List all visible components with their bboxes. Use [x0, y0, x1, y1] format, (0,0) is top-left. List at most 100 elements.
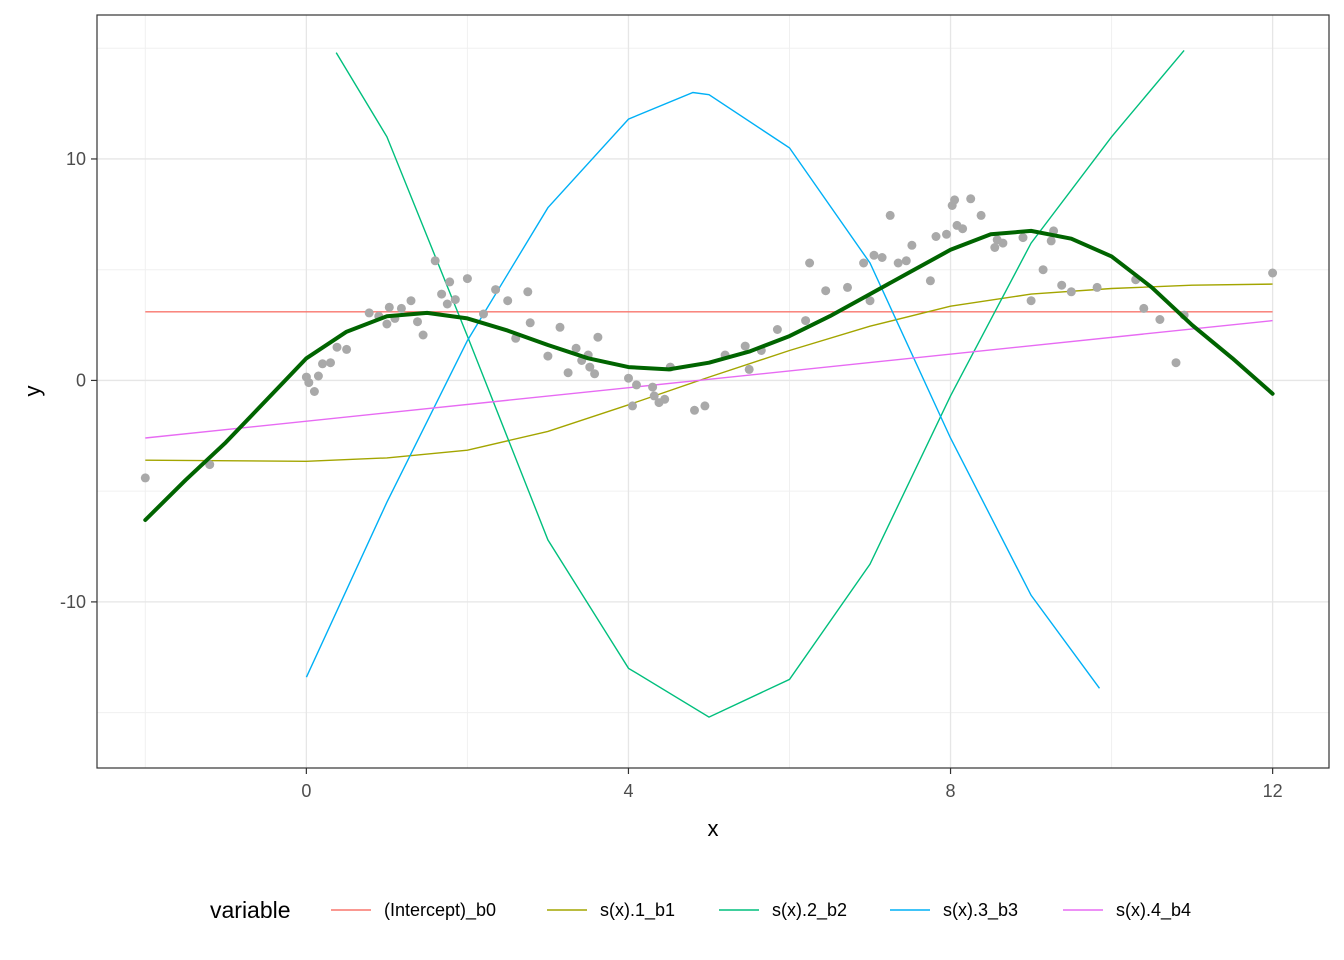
data-point — [931, 232, 941, 241]
data-point — [885, 210, 895, 220]
legend-label: (Intercept)_b0 — [384, 900, 496, 921]
data-point — [326, 358, 335, 368]
data-point — [942, 229, 951, 239]
data-point — [907, 240, 917, 250]
data-point — [430, 256, 440, 266]
data-point — [523, 287, 533, 297]
data-point — [1139, 303, 1149, 313]
data-point — [342, 344, 352, 354]
data-point — [628, 401, 637, 411]
data-point — [700, 401, 710, 411]
x-tick-label: 12 — [1263, 781, 1283, 801]
x-tick-label: 4 — [623, 781, 633, 801]
data-point — [442, 299, 452, 309]
legend-label: s(x).2_b2 — [772, 900, 847, 921]
data-point — [332, 342, 342, 352]
data-point — [998, 238, 1008, 248]
data-point — [418, 330, 428, 340]
data-point — [384, 302, 394, 312]
data-point — [593, 332, 603, 342]
data-point — [585, 362, 595, 372]
data-point — [1066, 287, 1076, 297]
data-point — [563, 368, 573, 378]
data-point — [869, 250, 879, 260]
x-tick-label: 0 — [301, 781, 311, 801]
data-point — [821, 286, 831, 296]
data-point — [503, 296, 513, 306]
data-point — [865, 296, 875, 306]
y-tick-label: 0 — [76, 370, 86, 390]
data-point — [571, 343, 581, 353]
grid-major — [97, 15, 1329, 768]
data-point — [1268, 268, 1278, 278]
data-point — [925, 276, 935, 286]
data-point — [649, 391, 659, 401]
points-layer — [140, 194, 1278, 483]
data-point — [140, 473, 150, 483]
data-point — [744, 364, 754, 374]
fit-line — [143, 228, 1275, 522]
data-point — [648, 382, 658, 392]
data-point — [396, 303, 406, 313]
grid-minor — [97, 15, 1329, 768]
data-point — [525, 318, 535, 328]
data-point — [555, 322, 565, 332]
data-point — [805, 258, 815, 268]
data-point — [632, 380, 641, 390]
x-tick-label: 8 — [946, 781, 956, 801]
data-point — [413, 317, 422, 327]
fit-layer — [143, 228, 1275, 522]
data-point — [491, 285, 501, 295]
data-point — [950, 195, 960, 205]
data-point — [590, 369, 600, 379]
data-point — [1046, 236, 1056, 246]
data-point — [304, 378, 314, 388]
data-point — [958, 224, 968, 234]
data-point — [990, 243, 1000, 252]
data-point — [364, 308, 374, 318]
data-point — [772, 325, 782, 334]
data-point — [690, 405, 699, 415]
data-point — [1092, 282, 1102, 292]
y-axis-title: y — [20, 386, 45, 397]
y-axis: -10 0 10 — [60, 149, 97, 612]
data-point — [1026, 296, 1036, 306]
data-point — [901, 256, 911, 266]
data-point — [976, 210, 986, 220]
data-point — [309, 387, 319, 396]
data-point — [859, 258, 869, 268]
x-axis: 0 4 8 12 — [301, 768, 1283, 801]
data-point — [313, 371, 323, 381]
data-point — [660, 394, 670, 404]
panel-border — [96, 14, 1330, 769]
data-point — [1171, 358, 1181, 368]
data-point — [382, 319, 392, 329]
legend-label: s(x).3_b3 — [943, 900, 1018, 921]
data-point — [406, 296, 416, 306]
data-point — [1155, 315, 1165, 324]
data-point — [843, 282, 852, 292]
data-point — [893, 258, 903, 268]
data-point — [624, 373, 633, 383]
panel-background — [97, 15, 1329, 768]
legend-label: s(x).4_b4 — [1116, 900, 1191, 921]
data-point — [543, 351, 553, 361]
data-point — [462, 274, 472, 284]
legend: variable (Intercept)_b0 s(x).1_b1 s(x).2_b… — [210, 897, 1191, 923]
series-line-4 — [145, 319, 1273, 439]
series-line-3 — [305, 91, 1101, 689]
y-tick-label: 10 — [66, 149, 86, 169]
legend-label: s(x).1_b1 — [600, 900, 675, 921]
data-point — [445, 277, 455, 287]
data-point — [1038, 265, 1048, 275]
data-point — [1057, 280, 1067, 290]
y-tick-label: -10 — [60, 592, 86, 612]
data-point — [450, 295, 460, 305]
data-point — [437, 289, 447, 299]
data-point — [479, 309, 488, 319]
data-point — [877, 253, 887, 262]
data-point — [801, 316, 811, 326]
data-point — [318, 359, 327, 369]
data-point — [740, 341, 750, 351]
